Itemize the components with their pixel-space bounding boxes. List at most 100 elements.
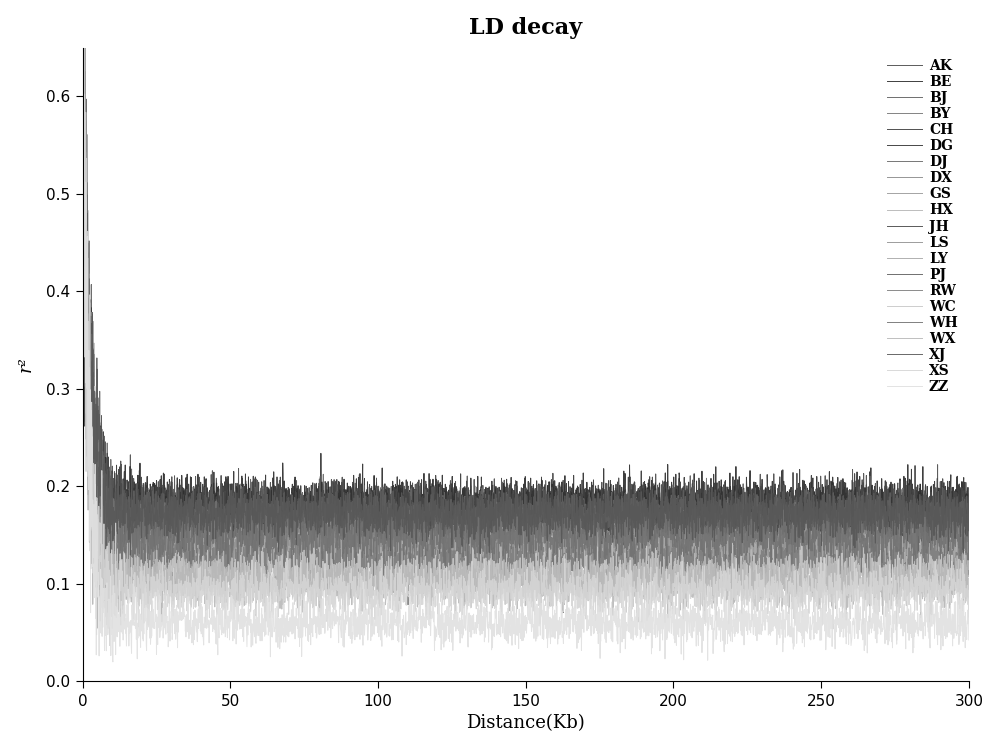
Line: LY: LY <box>83 20 969 597</box>
Line: CH: CH <box>83 0 969 559</box>
LS <box>963 545 975 554</box>
BY <box>447 514 459 523</box>
DJ <box>165 537 177 546</box>
HX <box>447 580 459 589</box>
DX <box>407 559 419 568</box>
LS <box>408 560 420 568</box>
GS <box>245 583 257 592</box>
LS <box>77 32 89 41</box>
XJ <box>849 518 861 527</box>
Line: LS: LS <box>83 37 969 597</box>
DG <box>110 568 122 577</box>
RW <box>963 570 975 579</box>
BE <box>447 483 459 492</box>
CH <box>963 513 975 522</box>
WX <box>963 565 975 574</box>
LY <box>77 31 89 40</box>
BY <box>77 1 89 10</box>
DJ <box>447 506 459 515</box>
ZZ <box>408 625 420 634</box>
Line: AK: AK <box>83 0 969 559</box>
JH <box>218 514 230 523</box>
BJ <box>218 520 230 529</box>
DJ <box>218 529 230 538</box>
WX <box>91 630 103 639</box>
HX <box>408 541 420 550</box>
WC <box>963 594 975 603</box>
JH <box>77 234 89 243</box>
GS <box>849 540 861 549</box>
Legend: AK, BE, BJ, BY, CH, DG, DJ, DX, GS, HX, JH, LS, LY, PJ, RW, WC, WH, WX, XJ, XS, : AK, BE, BJ, BY, CH, DG, DJ, DX, GS, HX, … <box>883 55 962 398</box>
CH <box>107 554 119 563</box>
DX <box>164 511 176 520</box>
WH <box>99 583 111 592</box>
ZZ <box>963 635 975 644</box>
JH <box>447 503 459 512</box>
LS <box>849 536 861 545</box>
GS <box>946 527 958 536</box>
WX <box>447 575 459 584</box>
DG <box>165 507 177 516</box>
DX <box>945 524 957 533</box>
JH <box>165 502 177 511</box>
DJ <box>77 42 89 51</box>
BY <box>963 537 975 546</box>
XS <box>963 587 975 596</box>
Line: HX: HX <box>83 0 969 628</box>
DJ <box>77 49 89 58</box>
AK <box>447 498 459 507</box>
DX <box>218 542 230 551</box>
JH <box>825 556 837 565</box>
RW <box>557 608 569 617</box>
Line: PJ: PJ <box>83 49 969 575</box>
LY <box>447 576 459 585</box>
PJ <box>447 524 459 533</box>
XJ <box>963 484 975 493</box>
XS <box>408 599 420 608</box>
RW <box>946 547 958 556</box>
Line: XJ: XJ <box>83 0 969 588</box>
XS <box>77 139 89 148</box>
BY <box>77 14 89 23</box>
CH <box>218 517 230 526</box>
WX <box>849 578 861 587</box>
WC <box>447 570 459 579</box>
DG <box>946 507 958 516</box>
ZZ <box>218 612 230 621</box>
BE <box>408 495 420 504</box>
XS <box>218 604 230 613</box>
WH <box>407 544 419 553</box>
BJ <box>946 521 958 530</box>
WX <box>218 586 230 595</box>
DG <box>408 507 420 516</box>
HX <box>218 560 230 568</box>
LY <box>825 592 837 601</box>
BE <box>849 498 861 507</box>
ZZ <box>165 619 177 628</box>
DJ <box>946 520 958 529</box>
WC <box>849 583 861 592</box>
HX <box>963 553 975 562</box>
Title: LD decay: LD decay <box>469 16 582 39</box>
Y-axis label: r²: r² <box>17 357 35 372</box>
AK <box>963 508 975 517</box>
RW <box>407 551 419 560</box>
Line: BE: BE <box>83 0 969 558</box>
LS <box>447 568 459 577</box>
GS <box>447 537 459 546</box>
CH <box>848 496 860 505</box>
ZZ <box>849 634 861 643</box>
AK <box>408 514 420 523</box>
PJ <box>945 508 957 517</box>
BJ <box>447 503 459 512</box>
BE <box>218 508 230 517</box>
HX <box>849 557 861 566</box>
Line: BY: BY <box>83 6 969 580</box>
AK <box>77 35 89 44</box>
LY <box>165 548 177 557</box>
JH <box>963 515 975 524</box>
WC <box>218 568 230 577</box>
WH <box>848 544 860 553</box>
DG <box>218 528 230 537</box>
JH <box>849 513 861 522</box>
